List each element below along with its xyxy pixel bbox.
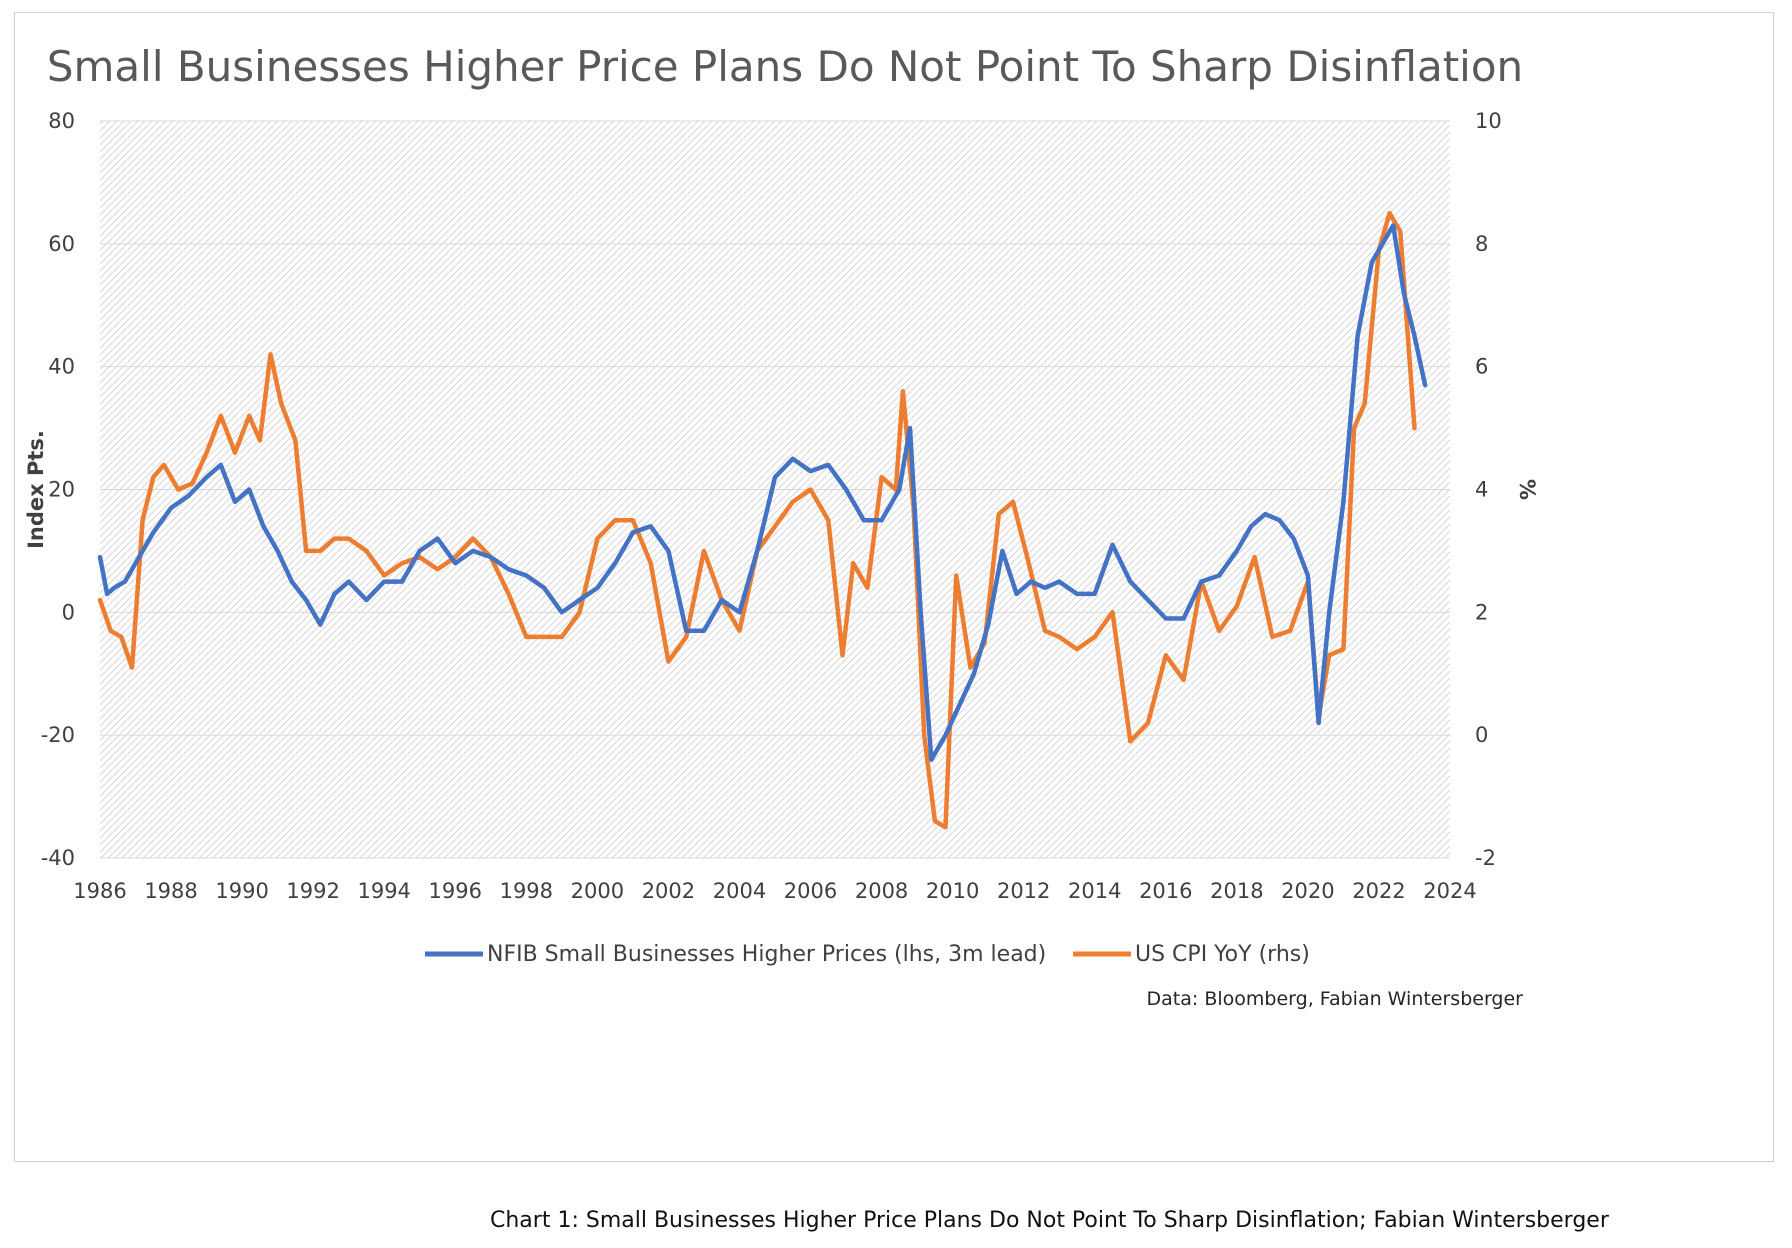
x-tick-label: 1990 [215,879,268,903]
x-tick-label: 2024 [1423,879,1476,903]
y-tick-label: 20 [48,478,75,502]
y-tick-label: 80 [48,109,75,133]
x-tick-label: 1994 [357,879,410,903]
chart-canvas: Small Businesses Higher Price Plans Do N… [24,42,1539,1010]
legend-label-nfib: NFIB Small Businesses Higher Prices (lhs… [487,942,1046,967]
x-tick-label: 1992 [286,879,339,903]
y-tick-label: 0 [62,600,75,624]
y-tick-label: 40 [48,355,75,379]
y-tick-label: 60 [48,232,75,256]
y2-tick-label: 6 [1475,355,1488,379]
x-tick-label: 2006 [784,879,837,903]
series-line-nfib [97,223,1428,762]
x-tick-label: 1998 [500,879,553,903]
figure-caption: Chart 1: Small Businesses Higher Price P… [490,1208,1609,1233]
series-line-cpi [97,210,1417,830]
x-tick-label: 2020 [1281,879,1334,903]
x-tick-label: 2018 [1210,879,1263,903]
y2-tick-label: 10 [1475,109,1502,133]
x-tick-label: 1986 [73,879,126,903]
gridlines [100,120,1450,859]
y2-axis-label: % [1515,479,1539,500]
x-tick-label: 2002 [642,879,695,903]
x-tick-label: 2008 [855,879,908,903]
y2-tick-label: 2 [1475,600,1488,624]
chart-frame: Small Businesses Higher Price Plans Do N… [14,12,1774,1162]
source-note: Data: Bloomberg, Fabian Wintersberger [1147,988,1524,1010]
x-tick-label: 2010 [926,879,979,903]
y-tick-label: -40 [41,846,75,870]
x-tick-label: 2012 [997,879,1050,903]
x-tick-label: 2022 [1352,879,1405,903]
x-tick-label: 2014 [1068,879,1121,903]
x-tick-label: 2000 [571,879,624,903]
y2-tick-label: 0 [1475,723,1488,747]
x-tick-label: 1996 [429,879,482,903]
legend: NFIB Small Businesses Higher Prices (lhs… [425,942,1310,967]
chart-title: Small Businesses Higher Price Plans Do N… [47,42,1523,91]
y-tick-label: -20 [41,723,75,747]
y-axis-label: Index Pts. [24,430,48,549]
x-tick-label: 2004 [713,879,766,903]
series-lines [97,210,1428,830]
legend-label-cpi: US CPI YoY (rhs) [1135,942,1310,967]
x-tick-label: 1988 [144,879,197,903]
x-tick-label: 2016 [1139,879,1192,903]
y2-tick-label: 4 [1475,478,1488,502]
y2-tick-label: 8 [1475,232,1488,256]
y2-tick-label: -2 [1475,846,1496,870]
